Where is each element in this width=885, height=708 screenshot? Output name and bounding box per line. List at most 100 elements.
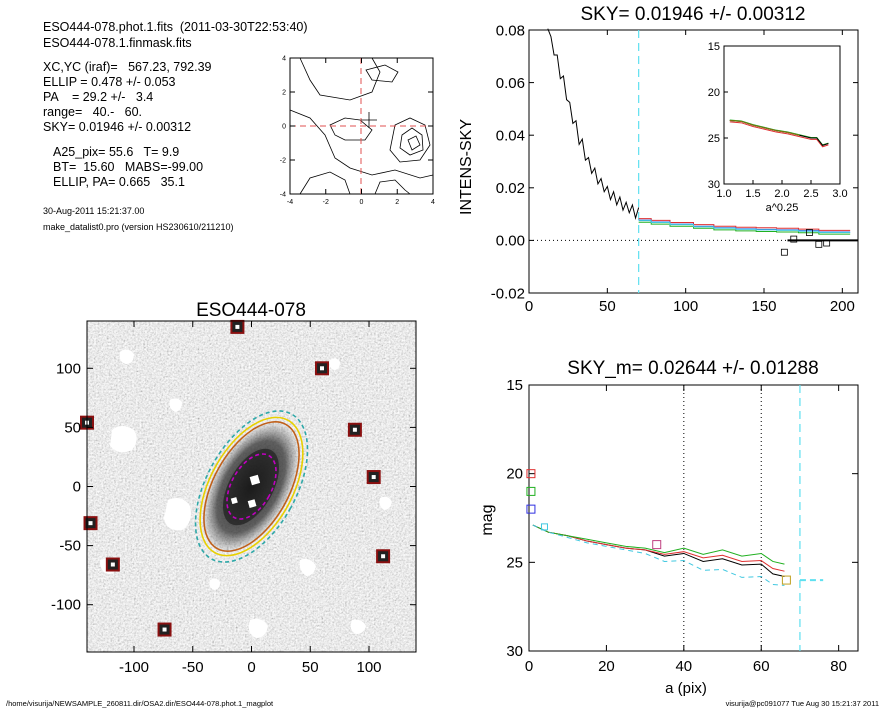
sky-square-marker <box>806 229 813 236</box>
info-xcyc: XC,YC (iraf)= 567.23, 792.39 <box>43 60 212 74</box>
inset-xtick-label: 2.5 <box>803 188 818 200</box>
contour-lines <box>289 57 434 195</box>
footer-right-user: visurija@pc091077 Tue Aug 30 15:21:37 20… <box>726 699 879 708</box>
mag-ytick-label: 25 <box>506 554 523 571</box>
sky-square-marker <box>780 248 788 256</box>
isophote-ellipse <box>203 421 300 552</box>
image-xtick-label: -50 <box>182 659 204 676</box>
mag-left-square <box>526 486 536 496</box>
inset-xtick-label: 1.5 <box>745 188 760 200</box>
mag-ytick-label: 15 <box>506 377 523 394</box>
image-xtick-label: 50 <box>302 659 319 676</box>
contour-ticks: -4 -2 0 2 4 -4 -2 0 2 4 <box>280 55 435 206</box>
sky-xtick-label: 100 <box>673 298 698 315</box>
sky-marks <box>529 28 858 293</box>
masked-star-core <box>88 521 93 526</box>
contour-xtick-label: 2 <box>395 199 399 206</box>
contour-ytick-label: 4 <box>282 55 286 62</box>
inset-xtick-label: 3.0 <box>832 188 847 200</box>
contour-ytick-label: -4 <box>280 191 286 198</box>
info-file-line: ESO444-078.phot.1.fits (2011-03-30T22:53… <box>43 20 308 34</box>
isophote-ellipses <box>194 410 309 563</box>
sky-inset-plot: a^0.25 1.0 1.5 2.0 2.5 3.0 15 20 25 30 <box>708 41 848 214</box>
contour-xtick-label: 4 <box>431 199 435 206</box>
mag-xtick-label: 20 <box>598 658 615 675</box>
sky-ytick-label: 0.02 <box>496 180 525 197</box>
mag-frame <box>528 384 859 652</box>
sky-ytick-label: 0.06 <box>496 75 525 92</box>
galaxy-image-plot: ESO444-078 <box>51 300 417 676</box>
inset-ytick-label: 15 <box>708 41 720 53</box>
masked-star-boxes <box>80 319 391 637</box>
mag-xtick-label: 80 <box>830 658 847 675</box>
sky-xtick-label: 150 <box>751 298 776 315</box>
masked-star-core <box>352 427 357 432</box>
mag-xlabel: a (pix) <box>665 680 707 697</box>
image-ticks: -100 -50 0 50 100 -100 -50 0 50 100 <box>51 321 416 676</box>
inset-profile-main <box>729 120 800 136</box>
inset-profile-line <box>729 121 829 148</box>
info-program: make_datalist0.pro (version HS230610/211… <box>43 222 234 232</box>
mag-xtick-label: 0 <box>525 658 533 675</box>
contour-center-marker <box>361 112 377 128</box>
inset-ytick-label: 20 <box>708 87 720 99</box>
isophote-ellipse <box>226 453 277 520</box>
mag-ytick-label: 20 <box>506 466 523 483</box>
info-ellip: ELLIP = 0.478 +/- 0.053 <box>43 75 176 89</box>
masked-star-core <box>320 366 324 371</box>
info-ellip-pa: ELLIP, PA= 0.665 35.1 <box>53 175 185 189</box>
contour-plot: -4 -2 0 2 4 -4 -2 0 2 4 <box>280 55 435 206</box>
mag-profile-line <box>532 524 785 586</box>
mag-profile-plot: SKY_m= 0.02644 +/- 0.01288 mag a (pix) 0… <box>479 358 859 697</box>
image-ytick-label: -50 <box>59 538 81 555</box>
sky-square-marker <box>790 235 798 243</box>
sky-title: SKY= 0.01946 +/- 0.00312 <box>580 4 805 25</box>
image-blank-regions <box>100 349 392 638</box>
inset-ticks: 1.0 1.5 2.0 2.5 3.0 15 20 25 30 <box>708 41 848 200</box>
masked-star-core <box>235 324 240 329</box>
footer-left-path: /home/visurija/NEWSAMPLE_260811.dir/OSA2… <box>6 699 274 708</box>
image-xtick-label: 0 <box>247 659 255 676</box>
image-ytick-label: -100 <box>51 597 81 614</box>
sky-ytick-label: 0.00 <box>496 233 525 250</box>
mag-ylabel: mag <box>479 504 496 535</box>
image-xtick-label: -100 <box>119 659 149 676</box>
image-ytick-label: 100 <box>56 360 81 377</box>
masked-star-core <box>110 562 115 567</box>
mag-marks <box>526 385 824 651</box>
sky-frame <box>528 29 859 294</box>
sky-xtick-label: 50 <box>599 298 616 315</box>
mag-left-square <box>526 469 536 479</box>
image-ytick-label: 50 <box>64 419 81 436</box>
info-mask-line: ESO444-078.1.finmask.fits <box>43 36 192 50</box>
image-xtick-label: 100 <box>356 659 381 676</box>
contour-xtick-label: -4 <box>287 199 293 206</box>
inset-xtick-label: 2.0 <box>774 188 789 200</box>
sky-step-line <box>638 218 851 231</box>
isophote-ellipse <box>194 410 309 563</box>
mag-left-square <box>526 504 536 514</box>
inset-marks <box>729 119 829 148</box>
info-bt: BT= 15.60 MABS=-99.00 <box>53 160 204 174</box>
sky-xtick-label: 0 <box>525 298 533 315</box>
inset-xtick-label: 1.0 <box>716 188 731 200</box>
sky-square-marker <box>815 240 823 248</box>
sky-ytick-label: -0.02 <box>491 285 525 302</box>
mag-xtick-label: 60 <box>753 658 770 675</box>
sky-ticks: 0 50 100 150 200 -0.02 0.00 0.02 0.04 0.06 0.08 <box>491 22 858 315</box>
info-date: 30-Aug-2011 15:21:37.00 <box>43 206 145 216</box>
inset-frame <box>723 45 841 185</box>
mag-profile-line <box>532 524 785 572</box>
info-a25: A25_pix= 55.6 T= 9.9 <box>53 145 180 159</box>
mag-square-marker <box>781 575 791 585</box>
masked-star-core <box>371 475 376 480</box>
mag-ytick-label: 30 <box>506 643 523 660</box>
info-pa: PA = 29.2 +/- 3.4 <box>43 90 154 104</box>
contour-xtick-label: 0 <box>360 199 364 206</box>
inset-xlabel: a^0.25 <box>766 202 799 214</box>
inset-ytick-label: 30 <box>708 179 720 191</box>
sky-profile-plot: SKY= 0.01946 +/- 0.00312 INTENS-SKY 0 50 1… <box>458 4 859 315</box>
contour-ytick-label: -2 <box>280 157 286 164</box>
contour-ytick-label: 0 <box>282 123 286 130</box>
